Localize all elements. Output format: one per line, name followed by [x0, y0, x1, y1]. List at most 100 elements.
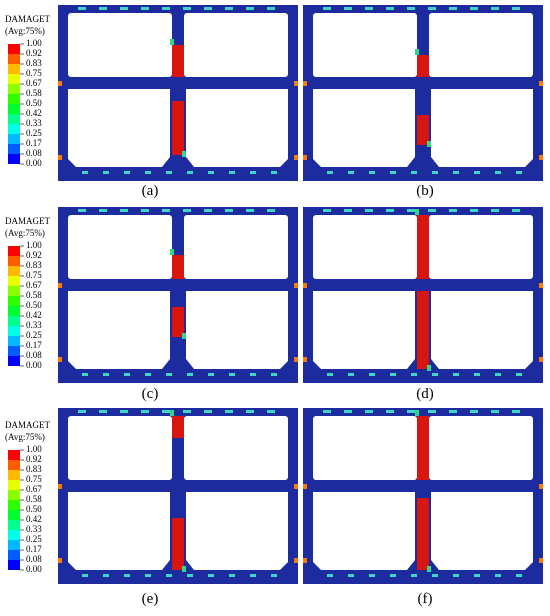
damage — [182, 566, 186, 572]
legend-level: 0.33 — [26, 118, 42, 128]
damage — [365, 410, 373, 413]
legend-band — [8, 326, 20, 336]
damage — [294, 81, 298, 86]
damage — [141, 410, 149, 413]
legend-band — [8, 356, 20, 366]
legend-band — [8, 144, 20, 154]
damage — [323, 410, 331, 413]
damage — [267, 209, 275, 212]
damage — [187, 373, 193, 376]
damage — [141, 209, 149, 212]
damage — [386, 7, 394, 10]
damage — [417, 416, 429, 480]
opening — [313, 13, 417, 77]
damage — [427, 365, 431, 371]
legend-level: 1.00 — [26, 38, 42, 48]
legend-level: 0.67 — [26, 280, 42, 290]
legend-band — [8, 124, 20, 134]
damage — [294, 484, 298, 489]
legend-level: 0.17 — [26, 340, 42, 350]
damage — [428, 7, 436, 10]
damage — [204, 410, 212, 413]
damage — [327, 171, 333, 174]
damage — [407, 410, 415, 413]
legend-level: 0.42 — [26, 514, 42, 524]
damage — [516, 574, 522, 577]
legend: DAMAGET (Avg:75%) 1.000.920.830.750.670.58… — [5, 216, 50, 370]
damage — [208, 574, 214, 577]
damage — [99, 410, 107, 413]
damage — [182, 151, 186, 157]
damage — [470, 209, 478, 212]
damage — [294, 155, 298, 160]
legend-band — [8, 276, 20, 286]
legend-level: 0.17 — [26, 544, 42, 554]
opening — [313, 215, 417, 279]
damage — [428, 410, 436, 413]
opening — [431, 492, 533, 570]
damage — [204, 209, 212, 212]
legend-level: 0.50 — [26, 300, 42, 310]
legend-band — [8, 104, 20, 114]
damage — [428, 209, 436, 212]
damage — [415, 209, 419, 215]
legend-level: 0.92 — [26, 48, 42, 58]
model-panel — [303, 207, 543, 383]
damage — [58, 558, 62, 563]
damage — [294, 357, 298, 362]
damage — [103, 171, 109, 174]
legend-level: 1.00 — [26, 444, 42, 454]
damage — [162, 7, 170, 10]
legend-level: 0.25 — [26, 534, 42, 544]
damage — [415, 410, 419, 416]
damage — [427, 566, 431, 572]
damage — [183, 410, 191, 413]
legend-level: 0.92 — [26, 250, 42, 260]
damage — [427, 141, 431, 147]
damage — [170, 39, 174, 45]
legend-band — [8, 94, 20, 104]
damage — [432, 373, 438, 376]
damage — [417, 55, 429, 77]
damage — [411, 171, 417, 174]
damage — [78, 7, 86, 10]
damage — [58, 155, 62, 160]
legend-level: 0.92 — [26, 454, 42, 464]
damage — [495, 373, 501, 376]
damage — [58, 81, 62, 86]
legend-band — [8, 154, 20, 164]
damage — [166, 574, 172, 577]
damage — [417, 215, 429, 279]
damage — [386, 410, 394, 413]
opening — [429, 416, 533, 480]
legend-level: 0.50 — [26, 98, 42, 108]
damage — [103, 373, 109, 376]
damage — [432, 574, 438, 577]
damage — [348, 574, 354, 577]
damage — [246, 7, 254, 10]
legend-level: 0.17 — [26, 138, 42, 148]
damage — [120, 410, 128, 413]
damage — [449, 209, 457, 212]
damage — [172, 45, 184, 77]
damage — [145, 171, 151, 174]
panel-label: (f) — [418, 591, 433, 607]
damage — [417, 291, 429, 369]
damage — [58, 283, 62, 288]
damage — [539, 484, 543, 489]
damage — [303, 283, 307, 288]
damage — [246, 209, 254, 212]
legend-band — [8, 44, 20, 54]
legend-band — [8, 560, 20, 570]
legend-level: 0.67 — [26, 484, 42, 494]
legend-level: 0.25 — [26, 128, 42, 138]
legend-band — [8, 480, 20, 490]
damage — [58, 484, 62, 489]
legend-level: 0.08 — [26, 148, 42, 158]
legend-band — [8, 134, 20, 144]
damage — [516, 171, 522, 174]
model-panel — [58, 207, 298, 383]
opening — [68, 416, 172, 480]
legend-level: 0.67 — [26, 78, 42, 88]
legend-level: 0.33 — [26, 524, 42, 534]
